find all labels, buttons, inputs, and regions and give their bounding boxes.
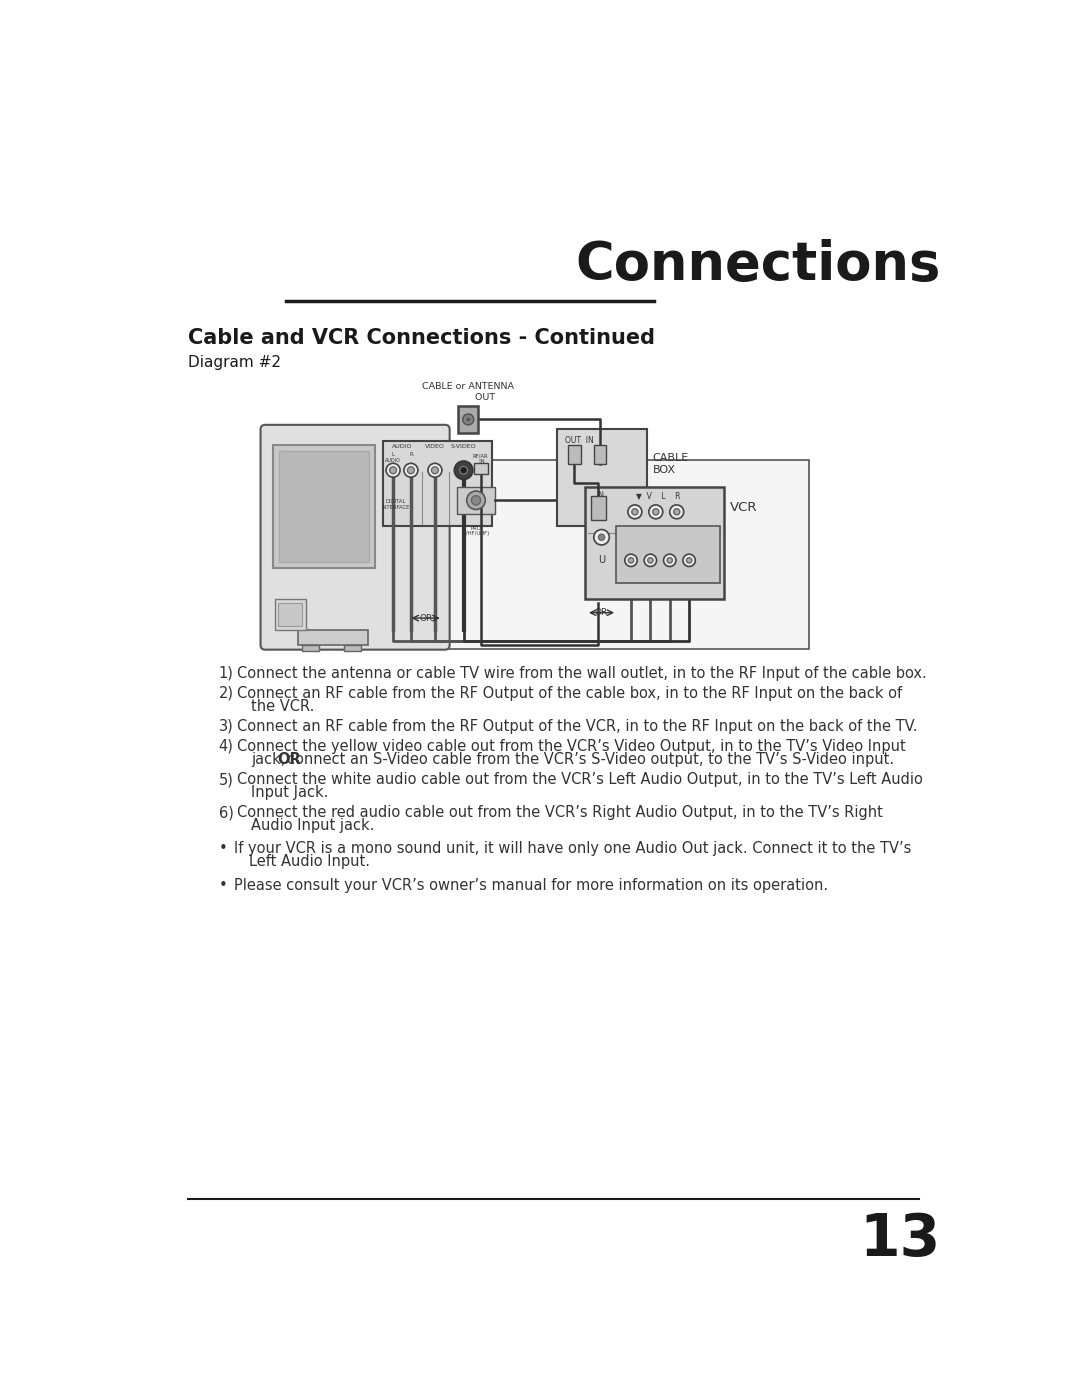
Circle shape — [467, 490, 485, 510]
Text: 2): 2) — [218, 686, 233, 701]
Text: CABLE
BOX: CABLE BOX — [652, 453, 689, 475]
Text: Connect the antenna or cable TV wire from the wall outlet, in to the RF Input of: Connect the antenna or cable TV wire fro… — [238, 666, 927, 680]
Text: Cable and VCR Connections - Continued: Cable and VCR Connections - Continued — [188, 328, 654, 348]
Bar — [591, 496, 606, 520]
Text: IN: IN — [596, 490, 604, 500]
Text: OR: OR — [419, 613, 432, 623]
Bar — [274, 599, 306, 630]
Text: Please consult your VCR’s owner’s manual for more information on its operation.: Please consult your VCR’s owner’s manual… — [234, 877, 828, 893]
Text: Connect the red audio cable out from the VCR’s Right Audio Output, in to the TV’: Connect the red audio cable out from the… — [238, 805, 883, 820]
Bar — [458, 407, 478, 433]
Text: Connect an RF cable from the RF Output of the cable box, in to the RF Input on t: Connect an RF cable from the RF Output o… — [238, 686, 903, 701]
Bar — [557, 429, 647, 525]
Text: Audio Input jack.: Audio Input jack. — [252, 819, 375, 833]
Text: VIDEO: VIDEO — [426, 444, 445, 448]
Text: OR: OR — [278, 752, 301, 767]
Text: VCR: VCR — [730, 502, 758, 514]
Bar — [273, 444, 375, 569]
Text: U: U — [598, 556, 605, 566]
Text: 5): 5) — [218, 773, 233, 787]
Text: •: • — [218, 877, 228, 893]
Circle shape — [687, 557, 692, 563]
Circle shape — [387, 464, 400, 478]
Circle shape — [648, 557, 653, 563]
Circle shape — [674, 509, 679, 515]
Circle shape — [663, 555, 676, 567]
Text: R: R — [409, 451, 413, 457]
Circle shape — [428, 464, 442, 478]
Text: jack,: jack, — [252, 752, 291, 767]
Text: Left Audio Input.: Left Audio Input. — [248, 854, 370, 869]
Circle shape — [407, 467, 415, 474]
Circle shape — [463, 414, 474, 425]
Circle shape — [627, 504, 642, 518]
Bar — [383, 441, 491, 525]
Text: connect an S-Video cable from the VCR’s S-Video output, to the TV’s S-Video inpu: connect an S-Video cable from the VCR’s … — [287, 752, 894, 767]
Circle shape — [390, 467, 396, 474]
Bar — [301, 645, 319, 651]
Text: If your VCR is a mono sound unit, it will have only one Audio Out jack. Connect : If your VCR is a mono sound unit, it wil… — [234, 841, 912, 855]
Bar — [616, 525, 720, 584]
Bar — [594, 444, 606, 464]
Text: S-VIDEO: S-VIDEO — [450, 444, 476, 448]
Text: RF/AR
  IN: RF/AR IN — [473, 453, 488, 464]
Circle shape — [667, 557, 673, 563]
Text: PRO
(VHF/UHF): PRO (VHF/UHF) — [462, 525, 489, 536]
Text: Input Jack.: Input Jack. — [252, 785, 328, 800]
Bar — [345, 645, 362, 651]
Text: 6): 6) — [218, 805, 233, 820]
Circle shape — [460, 467, 468, 474]
Circle shape — [465, 418, 471, 422]
Circle shape — [404, 464, 418, 478]
Circle shape — [644, 555, 657, 567]
Text: the VCR.: the VCR. — [252, 698, 314, 714]
Circle shape — [455, 461, 473, 479]
Circle shape — [649, 504, 663, 518]
Circle shape — [431, 467, 438, 474]
Bar — [584, 488, 724, 599]
Text: 1): 1) — [218, 666, 233, 680]
Bar — [279, 451, 369, 562]
Text: Connect the white audio cable out from the VCR’s Left Audio Output, in to the TV: Connect the white audio cable out from t… — [238, 773, 923, 787]
Bar — [279, 602, 301, 626]
Text: Connect the yellow video cable out from the VCR’s Video Output, in to the TV’s V: Connect the yellow video cable out from … — [238, 739, 906, 754]
Text: Connect an RF cable from the RF Output of the VCR, in to the RF Input on the bac: Connect an RF cable from the RF Output o… — [238, 719, 918, 733]
Circle shape — [670, 504, 684, 518]
Text: CABLE or ANTENNA
           OUT: CABLE or ANTENNA OUT — [422, 383, 514, 402]
Text: ▼  V    L    R: ▼ V L R — [636, 490, 680, 500]
Bar — [457, 488, 496, 514]
Circle shape — [625, 555, 637, 567]
Text: OUT  IN: OUT IN — [565, 436, 594, 444]
Circle shape — [652, 509, 659, 515]
Circle shape — [629, 557, 634, 563]
Text: •: • — [218, 841, 228, 855]
Text: AUDIO: AUDIO — [386, 458, 401, 462]
Text: 4): 4) — [218, 739, 233, 754]
Text: Connections: Connections — [576, 239, 941, 291]
Bar — [298, 630, 367, 645]
Bar — [568, 444, 581, 464]
Circle shape — [471, 496, 481, 504]
Text: AUDIO: AUDIO — [392, 444, 413, 448]
Text: OR: OR — [595, 608, 608, 617]
Text: L: L — [392, 451, 394, 457]
Circle shape — [598, 534, 605, 541]
Text: 3): 3) — [218, 719, 233, 733]
Circle shape — [632, 509, 638, 515]
Bar — [262, 460, 809, 648]
FancyBboxPatch shape — [260, 425, 449, 650]
Text: Diagram #2: Diagram #2 — [188, 355, 281, 370]
Circle shape — [683, 555, 696, 567]
Bar — [474, 462, 488, 474]
Text: DIGITAL
INTERFACE: DIGITAL INTERFACE — [381, 499, 409, 510]
Text: 13: 13 — [860, 1211, 941, 1268]
Circle shape — [594, 529, 609, 545]
